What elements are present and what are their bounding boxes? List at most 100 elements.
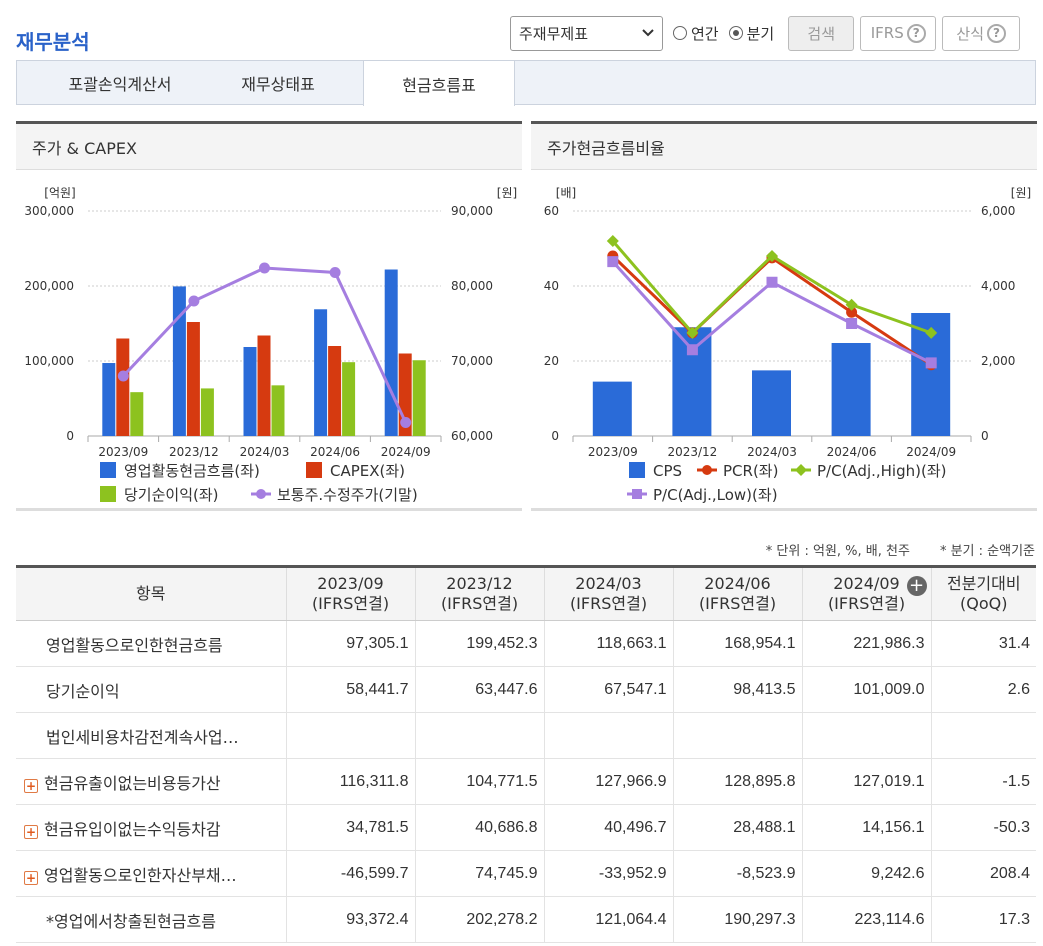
table-cell: 121,064.4	[543, 896, 673, 943]
legend-swatch	[100, 462, 116, 478]
table-cell: 223,114.6	[801, 896, 931, 943]
formula-button[interactable]: 산식 ?	[942, 15, 1021, 51]
table-cell	[930, 712, 1036, 759]
row-label-text: 현금유출이없는비용등가산	[44, 773, 221, 793]
table-cell: 14,156.1	[801, 804, 931, 851]
radio-annual-label: 연간	[691, 24, 719, 43]
legend-swatch	[629, 462, 645, 478]
y-tick-label-right: 70,000	[451, 354, 493, 368]
row-label[interactable]: + 현금유출이없는비용등가산	[16, 758, 286, 805]
table-cell: 40,496.7	[543, 804, 673, 851]
table-row: *영업에서창출된현금흐름 93,372.4 202,278.2 121,064.4 19…	[16, 896, 1036, 943]
y-axis-right-unit: [원]	[1011, 186, 1031, 200]
data-point	[606, 235, 619, 247]
table-cell: 208.4	[930, 850, 1036, 897]
table-cell: -50.3	[930, 804, 1036, 851]
y-tick-label-left: 0	[551, 429, 559, 443]
bar	[672, 327, 712, 436]
y-tick-label-left: 100,000	[24, 354, 74, 368]
chart-panel-price-capex: 주가 & CAPEX [억원] [원] 0 100,000 200,000 300,000…	[16, 121, 522, 511]
data-point	[766, 276, 778, 288]
radio-quarter-circle[interactable]	[728, 26, 743, 40]
table-cell: 127,019.1	[801, 758, 931, 805]
table-row: 당기순이익 58,441.7 63,447.6 67,547.1 98,413.5 101…	[16, 666, 1036, 713]
data-point	[686, 344, 698, 356]
table-cell: 58,441.7	[285, 666, 415, 713]
search-button[interactable]: 검색	[788, 15, 855, 51]
legend-marker	[795, 464, 807, 476]
legend-marker	[256, 489, 266, 499]
row-label[interactable]: + 현금유입이없는수익등차감	[16, 804, 286, 851]
radio-quarter[interactable]: 분기	[728, 23, 774, 44]
table-cell: 28,488.1	[672, 804, 802, 851]
statement-select[interactable]: 주재무제표	[510, 15, 663, 51]
legend-marker	[632, 489, 642, 499]
table-cell: 31.4	[930, 620, 1036, 667]
table-cell: -1.5	[930, 758, 1036, 805]
table-cell: 93,372.4	[285, 896, 415, 943]
data-point	[607, 256, 619, 268]
table-cell	[801, 712, 931, 759]
table-body: 영업활동으로인한현금흐름 97,305.1 199,452.3 118,663.1 16…	[16, 620, 1036, 943]
chart-panel-pcr: 주가현금흐름비율 [배] [원] 0 20 40 60 0 2,000 4,000 6,000 20…	[531, 121, 1037, 511]
y-tick-label-left: 0	[66, 429, 74, 443]
table-cell	[414, 712, 544, 759]
data-point	[925, 326, 938, 339]
radio-annual-circle[interactable]	[673, 26, 687, 40]
column-header-label: 2023/12	[446, 574, 513, 593]
row-label: 영업활동으로인한현금흐름	[16, 620, 286, 667]
tab-income-statement[interactable]: 포괄손익계산서	[68, 75, 172, 94]
bar	[130, 392, 144, 436]
table-row: + 현금유입이없는수익등차감 34,781.5 40,686.8 40,496.7 28,…	[16, 804, 1036, 851]
bar	[102, 363, 116, 436]
table-notes: * 단위 : 억원, %, 배, 천주 * 분기 : 순액기준	[766, 540, 1035, 559]
legend-label: CPS	[653, 462, 682, 480]
ifrs-button[interactable]: IFRS ?	[860, 15, 937, 51]
row-label[interactable]: + 영업활동으로인한자산부채…	[16, 850, 286, 897]
column-header: 2023/09 (IFRS연결)	[285, 565, 415, 621]
column-header-label: 항목	[136, 584, 166, 603]
row-label: *영업에서창출된현금흐름	[16, 896, 286, 943]
table-cell: 202,278.2	[414, 896, 544, 943]
table-row: + 영업활동으로인한자산부채… -46,599.7 74,745.9 -33,952.9…	[16, 850, 1036, 897]
radio-annual[interactable]: 연간	[673, 23, 719, 44]
x-tick-label: 2024/06	[310, 445, 360, 459]
table-cell: 97,305.1	[285, 620, 415, 667]
y-tick-label-left: 20	[544, 354, 559, 368]
column-header-sublabel: (IFRS연결)	[698, 594, 777, 613]
statement-tabs: 포괄손익계산서 재무상태표 현금흐름표	[16, 60, 1036, 106]
data-point	[400, 417, 412, 428]
table-cell	[543, 712, 673, 759]
tab-cash-flow[interactable]: 현금흐름표	[363, 61, 515, 106]
series-line	[611, 254, 933, 367]
table-cell: 190,297.3	[672, 896, 802, 943]
table-cell: 104,771.5	[414, 758, 544, 805]
page-title: 재무분석	[16, 30, 90, 54]
column-header-label: 2024/06	[704, 574, 771, 593]
tab-balance-sheet[interactable]: 재무상태표	[241, 75, 315, 94]
y-tick-label-left: 200,000	[24, 279, 74, 293]
ifrs-label: IFRS	[870, 24, 904, 42]
table-cell: 74,745.9	[414, 850, 544, 897]
column-header: 2024/09 (IFRS연결) +	[801, 565, 931, 621]
x-tick-label: 2024/03	[747, 445, 797, 459]
table-cell: 34,781.5	[285, 804, 415, 851]
expand-plus-icon[interactable]: +	[24, 870, 38, 885]
expand-plus-icon[interactable]: +	[24, 824, 38, 839]
bar	[172, 286, 186, 436]
table-cell: 2.6	[930, 666, 1036, 713]
add-column-icon[interactable]: +	[906, 576, 927, 596]
table-row: + 현금유출이없는비용등가산 116,311.8 104,771.5 127,966.9…	[16, 758, 1036, 805]
expand-plus-icon[interactable]: +	[24, 778, 38, 793]
table-cell: 9,242.6	[801, 850, 931, 897]
data-point	[766, 250, 778, 262]
bar	[271, 385, 285, 436]
x-tick-label: 2024/09	[381, 445, 431, 459]
column-header-label: 2023/09	[317, 574, 384, 593]
legend-label: 보통주.수정주가(기말)	[277, 486, 418, 504]
row-label: 당기순이익	[16, 666, 286, 713]
column-header-sublabel: (QoQ)	[960, 594, 1008, 613]
bar	[752, 370, 791, 436]
y-tick-label-left: 40	[544, 279, 559, 293]
column-header: 2024/03 (IFRS연결)	[543, 565, 673, 621]
